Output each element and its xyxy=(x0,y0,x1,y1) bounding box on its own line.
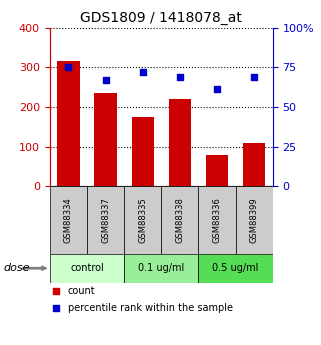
FancyBboxPatch shape xyxy=(198,186,236,254)
Point xyxy=(252,74,257,80)
FancyBboxPatch shape xyxy=(198,254,273,283)
Point xyxy=(54,288,59,293)
Text: GSM88335: GSM88335 xyxy=(138,197,147,243)
Bar xyxy=(206,155,228,186)
FancyBboxPatch shape xyxy=(124,254,198,283)
Title: GDS1809 / 1418078_at: GDS1809 / 1418078_at xyxy=(80,11,242,25)
FancyBboxPatch shape xyxy=(50,254,124,283)
FancyBboxPatch shape xyxy=(236,186,273,254)
Bar xyxy=(94,93,117,186)
Point xyxy=(214,87,220,92)
FancyBboxPatch shape xyxy=(50,186,87,254)
Text: 0.1 ug/ml: 0.1 ug/ml xyxy=(138,263,185,273)
Bar xyxy=(169,99,191,186)
Text: GSM88334: GSM88334 xyxy=(64,197,73,243)
Text: 0.5 ug/ml: 0.5 ug/ml xyxy=(213,263,259,273)
Point xyxy=(54,305,59,310)
FancyBboxPatch shape xyxy=(124,186,161,254)
FancyBboxPatch shape xyxy=(161,186,198,254)
Point xyxy=(140,69,145,75)
Bar xyxy=(132,117,154,186)
Text: GSM88337: GSM88337 xyxy=(101,197,110,243)
FancyBboxPatch shape xyxy=(87,186,124,254)
Text: dose: dose xyxy=(3,263,30,273)
Text: percentile rank within the sample: percentile rank within the sample xyxy=(68,303,233,313)
Bar xyxy=(57,61,80,186)
Text: GSM88399: GSM88399 xyxy=(250,197,259,243)
Text: control: control xyxy=(70,263,104,273)
Point xyxy=(103,77,108,83)
Point xyxy=(66,65,71,70)
Text: GSM88338: GSM88338 xyxy=(175,197,184,243)
Bar xyxy=(243,142,265,186)
Text: GSM88336: GSM88336 xyxy=(213,197,221,243)
Text: count: count xyxy=(68,286,95,296)
Point xyxy=(177,74,182,80)
